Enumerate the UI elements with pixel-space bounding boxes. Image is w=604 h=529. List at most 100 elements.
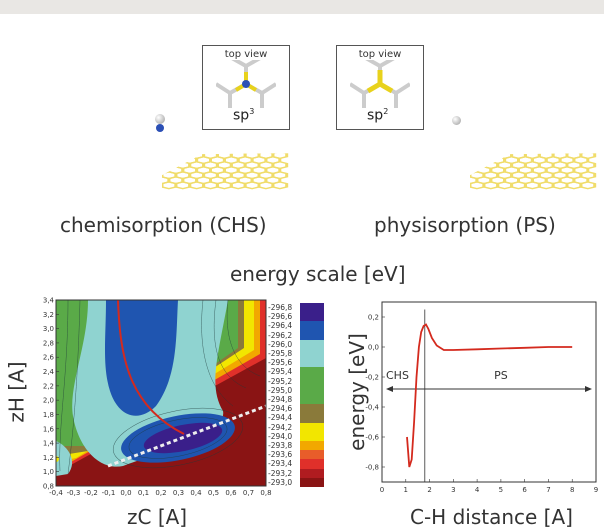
colorbar-swatch	[300, 404, 324, 414]
colorbar-level-label: -295,4	[268, 367, 293, 377]
colorbar-level-label: -296,4	[268, 321, 293, 331]
contour-ylabel: zH [A]	[4, 361, 29, 423]
energy-scale-labels: -296,8 -296,6 -296,4 -296,2 -296,0 -295,8 -295…	[268, 303, 316, 487]
contour-xtick: 0,6	[225, 489, 237, 497]
inset-title: top view	[358, 49, 402, 60]
hyb-sup: 3	[249, 107, 255, 116]
colorbar-swatch	[300, 468, 324, 479]
contour-xtick: 0,3	[173, 489, 184, 497]
chart-xtick: 9	[594, 486, 598, 494]
chart-ytick: -0,2	[365, 374, 379, 382]
chart-ytick: 0,2	[368, 314, 379, 322]
energy-curve	[406, 323, 573, 468]
contour-xtick: 0,5	[208, 489, 219, 497]
graphene-sheet-ps	[470, 152, 597, 190]
contour-xtick: 0,2	[155, 489, 166, 497]
contour-ytick: 1,8	[43, 411, 54, 419]
colorbar-swatch	[300, 450, 324, 460]
contour-ytick: 0,8	[43, 483, 54, 491]
energy-colorbar	[300, 303, 324, 488]
h-atom-chs	[155, 114, 165, 124]
contour-ytick: 1,2	[43, 454, 54, 462]
contour-ytick: 1,4	[43, 440, 55, 448]
colorbar-swatch	[300, 339, 324, 350]
colorbar-level-label: -294,2	[268, 422, 293, 432]
contour-xtick: -0,4	[49, 489, 63, 497]
colorbar-level-label: -294,8	[268, 395, 293, 404]
chart-ytick: -0,4	[365, 404, 379, 412]
chart-ytick: -0,8	[365, 464, 379, 472]
physisorption-label: physisorption (PS)	[374, 213, 556, 237]
colorbar-swatch	[300, 367, 324, 378]
chart-ytick: -0,6	[365, 434, 379, 442]
contour-ytick: 2,2	[43, 382, 54, 390]
contour-ytick: 1,0	[43, 468, 54, 476]
chart-xtick: 2	[427, 486, 431, 494]
sp3-structure-icon	[216, 60, 276, 108]
hyb-text: sp	[367, 107, 384, 124]
hyb-text: sp	[233, 107, 250, 124]
region-label-ps: PS	[494, 369, 508, 382]
energy-contour-plot: 3,4 3,2 3,0 2,8 2,6 2,4 2,2 2,0 1,8 1,6 1,4 1,2 1,0 0…	[43, 297, 272, 498]
contour-xtick: -0,3	[67, 489, 81, 497]
colorbar-level-label: -296,0	[268, 339, 293, 349]
colorbar-level-label: -293,6	[268, 450, 293, 460]
region-label-chs: CHS	[386, 369, 409, 382]
top-view-inset-chs: top view sp3	[202, 45, 290, 130]
contour-xtick: 0,1	[138, 489, 149, 497]
chart-xtick: 5	[499, 486, 503, 494]
colorbar-swatch	[300, 303, 324, 313]
colorbar-swatch	[300, 431, 324, 442]
inset-title: top view	[224, 49, 268, 60]
colorbar-level-label: -294,4	[268, 413, 293, 423]
colorbar-swatch	[300, 385, 324, 396]
contour-ytick: 3,4	[43, 297, 55, 305]
colorbar-swatch	[300, 330, 324, 341]
contour-ytick: 3,2	[43, 311, 54, 319]
colorbar-level-label: -293,4	[268, 459, 293, 469]
chart-xtick: 7	[546, 486, 550, 494]
arrow-head-left	[386, 386, 393, 392]
colorbar-level-label: -296,2	[268, 330, 293, 340]
colorbar-level-label: -295,8	[268, 349, 293, 358]
chart-xtick: 1	[404, 486, 408, 494]
colorbar-swatch	[300, 358, 324, 368]
contour-ytick: 2,8	[43, 339, 54, 347]
colorbar-swatch	[300, 413, 324, 424]
colorbar-level-label: -296,6	[268, 312, 293, 322]
chart-xlabel: C-H distance [A]	[410, 505, 573, 529]
contour-ytick: 2,4	[43, 368, 55, 376]
colorbar-level-label: -296,8	[268, 303, 293, 312]
chart-frame	[381, 301, 597, 483]
chart-xtick: 0	[380, 486, 384, 494]
hybridization-label: sp3	[233, 107, 254, 124]
colorbar-level-label: -293,2	[268, 468, 293, 478]
contour-xtick: 0,0	[120, 489, 131, 497]
colorbar-swatch	[300, 441, 324, 451]
contour-xtick: 0,8	[260, 489, 271, 497]
top-view-inset-ps: top view sp2	[336, 45, 424, 130]
hybridization-label: sp2	[367, 107, 388, 124]
h-atom-ps	[452, 116, 461, 125]
carbon-sp3-chs	[156, 124, 164, 132]
top-band	[0, 0, 604, 14]
contour-xtick: -0,2	[84, 489, 98, 497]
contour-ytick: 2,0	[43, 397, 54, 405]
graphene-sheet-chs	[162, 152, 289, 190]
chart-xtick: 3	[451, 486, 455, 494]
colorbar-level-label: -295,6	[268, 358, 293, 368]
colorbar-swatch	[300, 321, 324, 332]
contour-xlabel: zC [A]	[127, 505, 188, 529]
colorbar-swatch	[300, 459, 324, 470]
chart-xtick: 8	[570, 486, 574, 494]
colorbar-level-label: -293,8	[268, 441, 293, 450]
chart-xtick: 6	[522, 486, 527, 494]
colorbar-level-label: -294,0	[268, 431, 293, 441]
contour-ytick: 3,0	[43, 325, 54, 333]
contour-xtick: 0,4	[190, 489, 202, 497]
contour-ytick: 2,6	[43, 354, 55, 362]
contour-xtick: 0,7	[243, 489, 254, 497]
hyb-sup: 2	[383, 107, 389, 116]
colorbar-level-label: -293,0	[268, 477, 293, 487]
colorbar-swatch	[300, 312, 324, 322]
